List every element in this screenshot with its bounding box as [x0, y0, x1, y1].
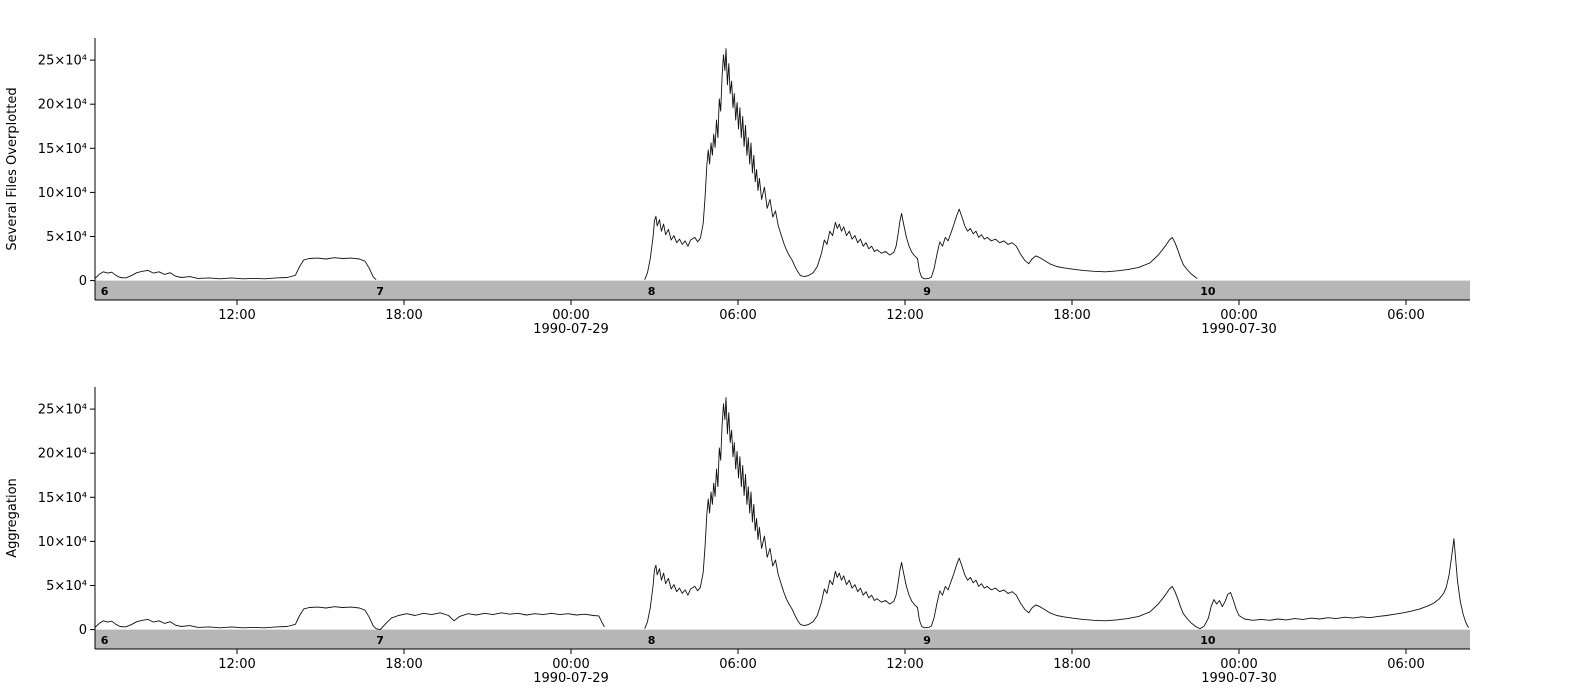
day-number-label: 9: [923, 634, 931, 647]
y-tick-label: 15×10⁴: [38, 142, 87, 157]
y-tick-label: 25×10⁴: [38, 403, 87, 418]
x-tick-label: 06:00: [1387, 308, 1424, 323]
x-tick-label: 12:00: [218, 308, 255, 323]
y-tick-label: 5×10⁴: [46, 230, 87, 245]
series-line-day28: [94, 606, 377, 630]
y-tick-label: 0: [79, 623, 87, 638]
series-line-event: [644, 48, 1198, 280]
day-number-label: 6: [101, 634, 109, 647]
day-number-label: 10: [1200, 634, 1216, 647]
x-tick-label: 06:00: [1387, 657, 1424, 672]
y-tick-label: 5×10⁴: [46, 579, 87, 594]
x-tick-label: 12:00: [886, 308, 923, 323]
y-tick-label: 25×10⁴: [38, 54, 87, 69]
x-date-label: 1990-07-29: [533, 671, 609, 686]
x-tick-label: 18:00: [385, 657, 422, 672]
day-number-label: 7: [376, 285, 384, 298]
day-number-label: 8: [648, 285, 656, 298]
x-tick-label: 00:00: [1220, 308, 1257, 323]
y-axis-label: Several Files Overplotted: [5, 87, 20, 250]
timeseries-plot-aggregation: 6 7 8 9 10 0 5×10⁴ 10×10⁴ 15×10⁴ 20×10⁴ 25×10⁴ 12:0…: [5, 387, 1470, 686]
series-line-day28: [94, 257, 377, 281]
chart-several-files-overplotted: 6 7 8 9 10 0 5×10⁴ 10×10⁴ 15×10⁴ 20×10⁴ 25×10⁴ 12:0…: [5, 38, 1470, 337]
series-line-event: [644, 397, 1198, 629]
x-tick-label: 00:00: [1220, 657, 1257, 672]
x-tick-label: 12:00: [218, 657, 255, 672]
y-axis-label: Aggregation: [5, 478, 20, 558]
x-tick-label: 06:00: [719, 657, 756, 672]
timeseries-plot-overplotted: 6 7 8 9 10 0 5×10⁴ 10×10⁴ 15×10⁴ 20×10⁴ 25×10⁴ 12:0…: [5, 38, 1470, 337]
x-tick-label: 18:00: [1053, 657, 1090, 672]
y-tick-label: 10×10⁴: [38, 186, 87, 201]
day-number-label: 7: [376, 634, 384, 647]
series-line-evening_fill: [376, 612, 605, 631]
y-tick-label: 20×10⁴: [38, 98, 87, 113]
x-tick-label: 12:00: [886, 657, 923, 672]
day-number-label: 8: [648, 634, 656, 647]
day-number-label: 6: [101, 285, 109, 298]
day-band: [95, 280, 1470, 300]
x-date-label: 1990-07-30: [1201, 322, 1277, 337]
day-band: [95, 629, 1470, 649]
day-number-label: 10: [1200, 285, 1216, 298]
y-tick-label: 0: [79, 274, 87, 289]
series-line-tail: [1197, 538, 1469, 630]
x-tick-label: 06:00: [719, 308, 756, 323]
x-tick-label: 18:00: [385, 308, 422, 323]
x-date-label: 1990-07-29: [533, 322, 609, 337]
day-number-label: 9: [923, 285, 931, 298]
chart-aggregation: 6 7 8 9 10 0 5×10⁴ 10×10⁴ 15×10⁴ 20×10⁴ 25×10⁴ 12:0…: [0, 349, 1580, 698]
x-tick-label: 00:00: [552, 657, 589, 672]
y-tick-label: 20×10⁴: [38, 447, 87, 462]
y-tick-label: 15×10⁴: [38, 491, 87, 506]
x-tick-label: 00:00: [552, 308, 589, 323]
x-tick-label: 18:00: [1053, 308, 1090, 323]
x-date-label: 1990-07-30: [1201, 671, 1277, 686]
y-tick-label: 10×10⁴: [38, 535, 87, 550]
